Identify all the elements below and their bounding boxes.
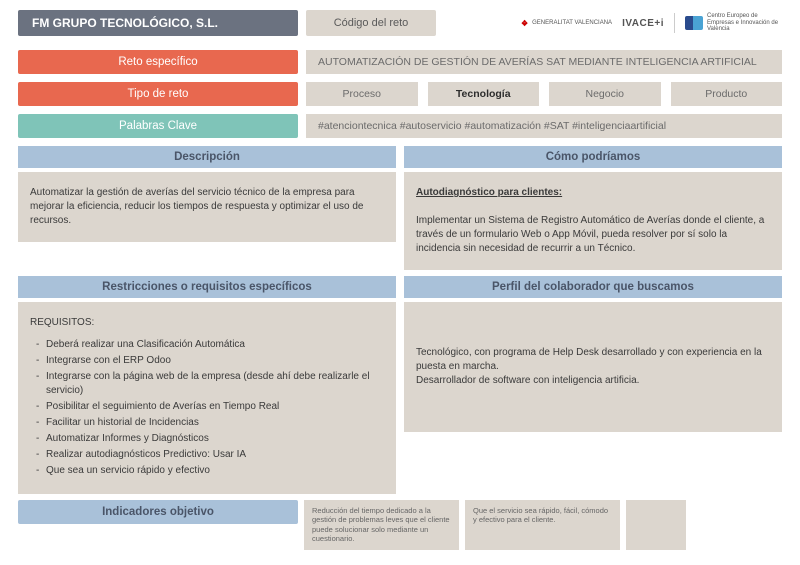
reto-row: Reto específico AUTOMATIZACIÓN DE GESTIÓ… (18, 50, 782, 74)
tipo-option-negocio: Negocio (549, 82, 661, 106)
perfil-body: Tecnológico, con programa de Help Desk d… (404, 302, 782, 432)
list-item: Automatizar Informes y Diagnósticos (36, 432, 384, 446)
tipo-option-producto: Producto (671, 82, 783, 106)
indicadores-label: Indicadores objetivo (18, 500, 298, 524)
tipo-options: Proceso Tecnología Negocio Producto (306, 82, 782, 106)
palabras-label: Palabras Clave (18, 114, 298, 138)
descripcion-body: Automatizar la gestión de averías del se… (18, 172, 396, 242)
tipo-option-proceso: Proceso (306, 82, 418, 106)
list-item: Deberá realizar una Clasificación Automá… (36, 338, 384, 352)
como-text: Implementar un Sistema de Registro Autom… (416, 215, 764, 254)
list-item: Realizar autodiagnósticos Predictivo: Us… (36, 448, 384, 462)
desc-como-row: Descripción Automatizar la gestión de av… (18, 146, 782, 270)
como-body: Autodiagnóstico para clientes: Implement… (404, 172, 782, 270)
indicador-box-1: Reducción del tiempo dedicado a la gesti… (304, 500, 459, 550)
ivace-text: IVACE+i (622, 18, 664, 29)
rest-perfil-row: Restricciones o requisitos específicos R… (18, 276, 782, 494)
indicador-box-2: Que el servicio sea rápido, fácil, cómod… (465, 500, 620, 550)
descripcion-header: Descripción (18, 146, 396, 168)
reto-text: AUTOMATIZACIÓN DE GESTIÓN DE AVERÍAS SAT… (306, 50, 782, 74)
restricciones-body: REQUISITOS: Deberá realizar una Clasific… (18, 302, 396, 494)
challenge-code-label: Código del reto (306, 10, 436, 36)
como-title: Autodiagnóstico para clientes: (416, 187, 562, 198)
tipo-row: Tipo de reto Proceso Tecnología Negocio … (18, 82, 782, 106)
restricciones-header: Restricciones o requisitos específicos (18, 276, 396, 298)
requisitos-list: Deberá realizar una Clasificación Automá… (30, 338, 384, 478)
list-item: Que sea un servicio rápido y efectivo (36, 464, 384, 478)
indicadores-row: Indicadores objetivo Reducción del tiemp… (18, 500, 782, 550)
palabras-row: Palabras Clave #atenciontecnica #autoser… (18, 114, 782, 138)
sponsor-logos: ❖ GENERALITAT VALENCIANA IVACE+i Centro … (521, 13, 782, 33)
reto-label: Reto específico (18, 50, 298, 74)
tipo-option-tecnologia: Tecnología (428, 82, 540, 106)
list-item: Facilitar un historial de Incidencias (36, 416, 384, 430)
indicador-box-empty (626, 500, 686, 550)
perfil-text-1: Tecnológico, con programa de Help Desk d… (416, 346, 770, 374)
tipo-label: Tipo de reto (18, 82, 298, 106)
como-col: Cómo podríamos Autodiagnóstico para clie… (404, 146, 782, 270)
list-item: Integrarse con la página web de la empre… (36, 370, 384, 398)
ceei-logo: Centro Europeo de Empresas e Innovación … (685, 13, 782, 33)
como-header: Cómo podríamos (404, 146, 782, 168)
ceei-text: Centro Europeo de Empresas e Innovación … (707, 13, 782, 33)
perfil-col: Perfil del colaborador que buscamos Tecn… (404, 276, 782, 494)
list-item: Integrarse con el ERP Odoo (36, 354, 384, 368)
perfil-header: Perfil del colaborador que buscamos (404, 276, 782, 298)
header-row: FM GRUPO TECNOLÓGICO, S.L. Código del re… (18, 10, 782, 36)
restricciones-col: Restricciones o requisitos específicos R… (18, 276, 396, 494)
list-item: Posibilitar el seguimiento de Averías en… (36, 400, 384, 414)
descripcion-col: Descripción Automatizar la gestión de av… (18, 146, 396, 270)
palabras-text: #atenciontecnica #autoservicio #automati… (306, 114, 782, 138)
ceei-icon (685, 16, 703, 30)
generalitat-text: GENERALITAT VALENCIANA (532, 20, 612, 26)
generalitat-logo: ❖ GENERALITAT VALENCIANA (521, 19, 612, 28)
perfil-text-2: Desarrollador de software con inteligenc… (416, 374, 770, 388)
logo-divider-icon (674, 13, 675, 33)
requisitos-title: REQUISITOS: (30, 316, 384, 330)
company-name: FM GRUPO TECNOLÓGICO, S.L. (18, 10, 298, 36)
ivace-logo: IVACE+i (622, 18, 664, 29)
